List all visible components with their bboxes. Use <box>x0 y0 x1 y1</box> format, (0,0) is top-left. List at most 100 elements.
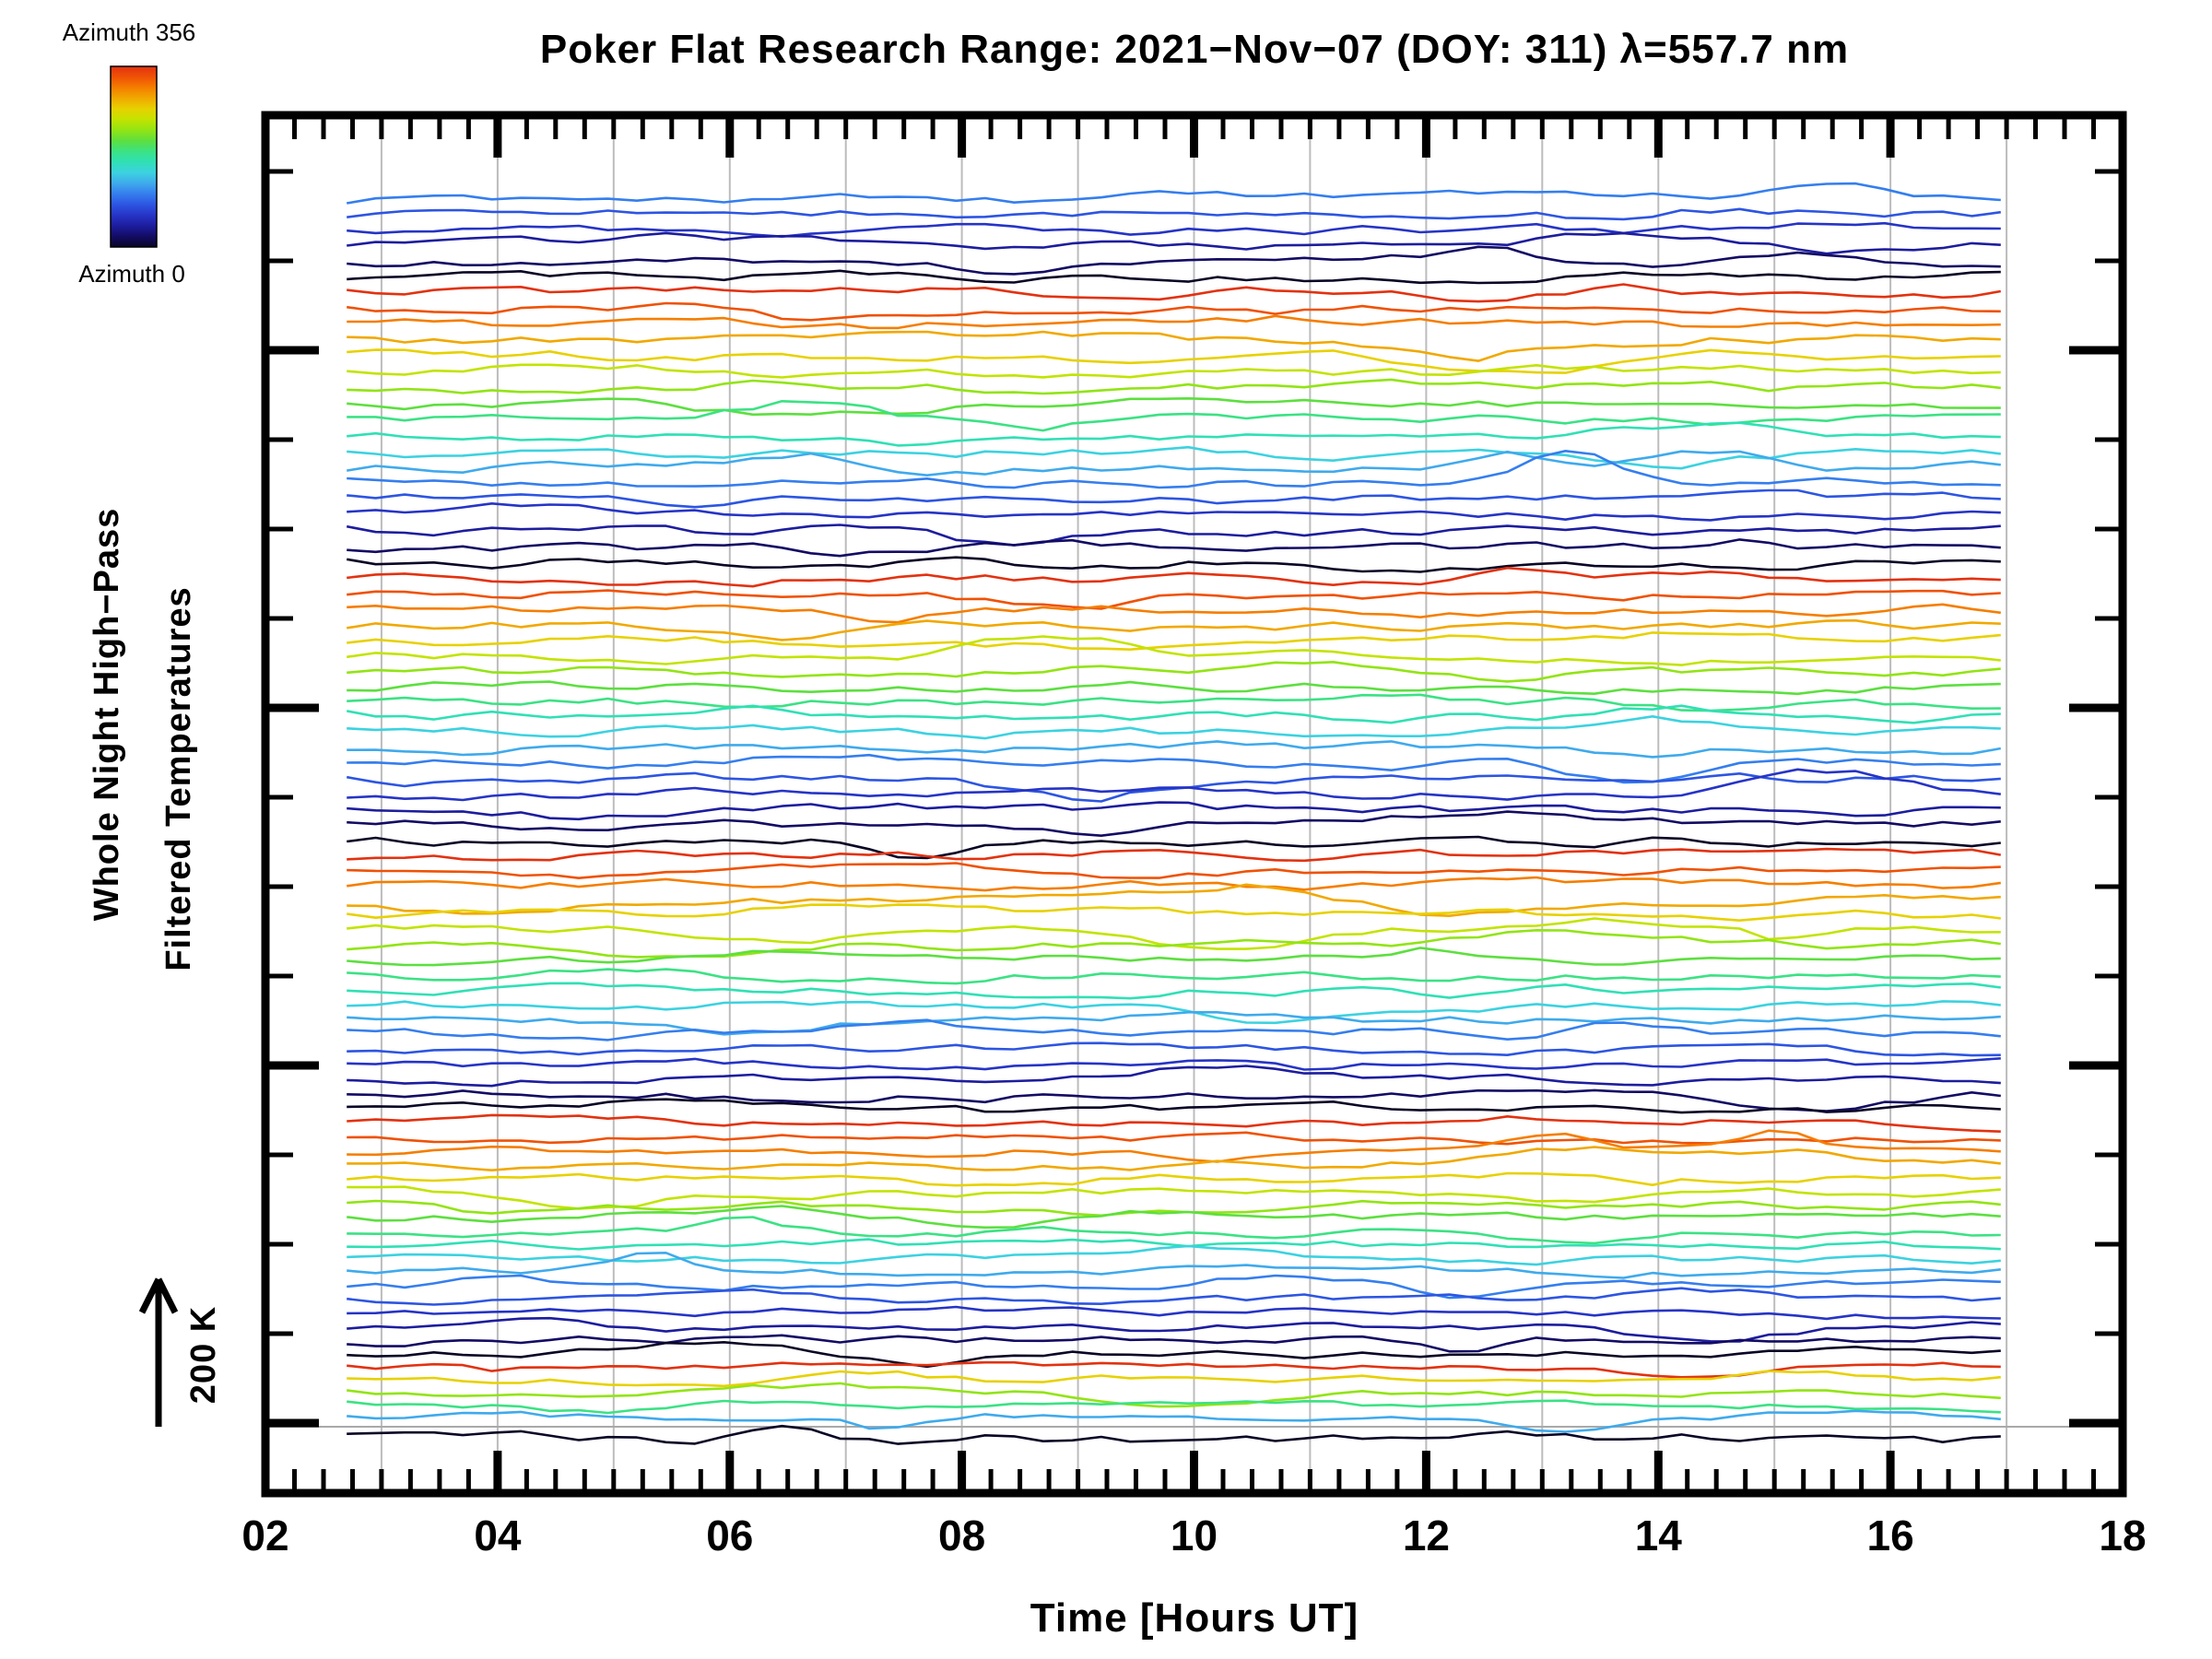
trace-line <box>347 1113 2001 1133</box>
scale-arrow <box>138 1277 179 1427</box>
chart-title: Poker Flat Research Range: 2021−Nov−07 (… <box>540 27 1849 72</box>
x-tick-label: 14 <box>1635 1512 1683 1559</box>
trace-line <box>347 421 2001 447</box>
trace-line <box>347 1171 2001 1187</box>
x-tick-label: 06 <box>706 1512 753 1559</box>
x-tick-label: 04 <box>474 1512 522 1559</box>
trace-line <box>347 847 2002 863</box>
trace-line <box>346 524 2001 547</box>
trace-line <box>346 618 2001 641</box>
trace-line <box>347 1305 2001 1321</box>
y-axis-label-line2: Filtered Temperatures <box>159 586 198 971</box>
trace-line <box>347 1287 2001 1306</box>
trace-line <box>347 714 2001 740</box>
trace-line <box>347 1000 2001 1025</box>
trace-line <box>346 450 2001 477</box>
trace-line <box>347 862 2001 880</box>
scale-arrow-head-right <box>155 1277 179 1314</box>
trace-line <box>347 1244 2001 1266</box>
trace-line <box>347 245 2001 276</box>
trace-line <box>346 556 2001 573</box>
trace-line <box>347 1370 2001 1388</box>
trace-line <box>347 693 2001 712</box>
trace-line <box>347 1334 2001 1353</box>
traces <box>346 182 2002 1445</box>
trace-line <box>347 363 2001 379</box>
trace-line <box>347 631 2001 652</box>
trace-line <box>347 445 2001 470</box>
x-tick-label: 10 <box>1171 1512 1218 1559</box>
trace-line <box>347 1185 2001 1210</box>
trace-line <box>347 207 2001 221</box>
trace-line <box>347 1409 2001 1433</box>
trace-line <box>347 1252 2001 1279</box>
x-axis-title: Time [Hours UT] <box>1030 1595 1359 1641</box>
trace-line <box>347 1424 2001 1445</box>
x-tick-label: 18 <box>2099 1512 2146 1559</box>
trace-line <box>347 1018 2001 1041</box>
trace-line <box>347 768 2001 802</box>
trace-line <box>347 1011 2001 1036</box>
trace-line <box>347 968 2001 985</box>
trace-line <box>347 1146 2001 1171</box>
trace-line <box>347 740 2002 759</box>
trace-line <box>346 182 2001 205</box>
trace-line <box>347 1057 2001 1071</box>
x-tick-label: 08 <box>938 1512 985 1559</box>
trace-line <box>347 603 2001 624</box>
trace-line <box>347 501 2001 522</box>
trace-line <box>347 396 2001 417</box>
trace-line <box>347 1238 2001 1251</box>
trace-line <box>347 488 2001 509</box>
trace-line <box>347 221 2001 239</box>
trace-line <box>347 883 2001 918</box>
trace-line <box>347 314 2001 330</box>
trace-line <box>347 982 2001 1000</box>
trace-line <box>347 1274 2001 1300</box>
trace-line <box>347 810 2001 838</box>
x-tick-label: 02 <box>241 1512 288 1559</box>
trace-line <box>347 928 2001 959</box>
trace-line <box>347 348 2001 374</box>
trace-line <box>347 801 2001 821</box>
x-tick-label: 16 <box>1867 1512 1914 1559</box>
y-axis-label-line1: Whole Night High−Pass <box>88 508 126 922</box>
trace-line <box>347 378 2001 395</box>
trace-line <box>347 231 2001 255</box>
trace-line <box>347 753 2001 784</box>
trace-line <box>347 330 2001 362</box>
trace-line <box>347 1216 2001 1245</box>
trace-line <box>347 538 2001 558</box>
x-tick-label: 12 <box>1403 1512 1450 1559</box>
trace-line <box>347 283 2002 303</box>
x-tick-labels: 02 04 06 08 10 12 14 16 18 <box>241 1512 2146 1559</box>
trace-line <box>347 680 2001 696</box>
trace-line <box>347 1098 2001 1114</box>
trace-line <box>347 1341 2001 1369</box>
scale-annotation: 200 K <box>184 1306 223 1404</box>
trace-line <box>347 1129 2001 1163</box>
trace-line <box>347 1041 2001 1057</box>
trace-line <box>347 269 2001 285</box>
trace-line <box>347 947 2001 967</box>
axes <box>261 111 2127 1498</box>
trace-line <box>347 1399 2001 1415</box>
colorbar-bottom-label: Azimuth 0 <box>78 260 185 288</box>
trace-line <box>347 449 2001 489</box>
trace-line <box>347 1088 2001 1112</box>
scale-arrow-head-left <box>138 1277 162 1314</box>
colorbar <box>110 65 158 248</box>
trace-line <box>347 660 2001 683</box>
trace-line <box>347 1065 2001 1088</box>
trace-line <box>347 835 2001 860</box>
trace-line <box>347 876 2001 892</box>
trace-line <box>347 589 2001 610</box>
trace-line <box>347 1205 2001 1230</box>
trace-line <box>347 301 2001 322</box>
colorbar-top-label: Azimuth 356 <box>63 18 196 46</box>
trace-line <box>347 1382 2001 1408</box>
trace-line <box>346 704 2001 724</box>
trace-line <box>347 635 2001 666</box>
